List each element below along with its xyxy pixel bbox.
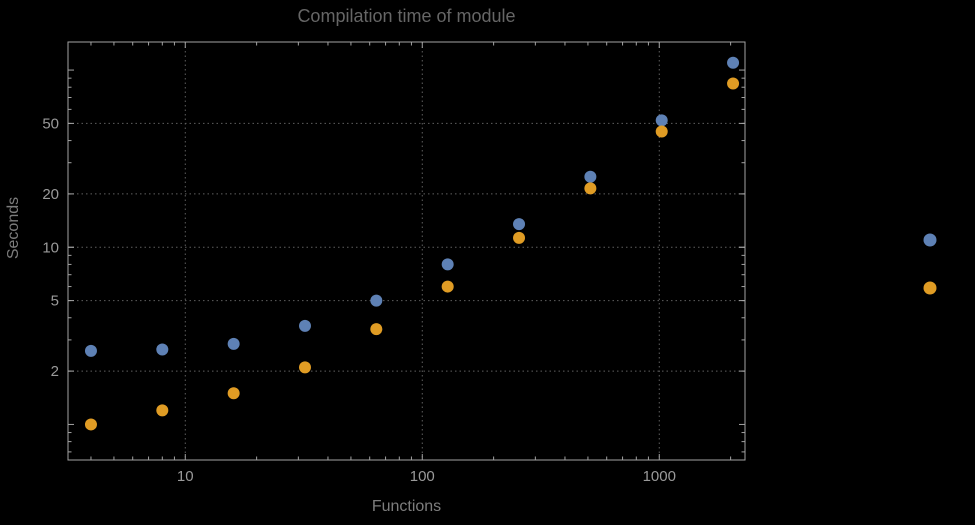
data-point-series-1-blue xyxy=(584,170,597,183)
x-tick-label: 10 xyxy=(177,468,194,485)
data-point-series-1-blue xyxy=(441,258,454,271)
x-axis-label: Functions xyxy=(371,498,442,515)
data-point-series-2-orange xyxy=(513,231,526,244)
plot-frame xyxy=(67,41,746,461)
data-point-series-2-orange xyxy=(655,125,668,138)
data-point-series-1-blue xyxy=(227,337,240,350)
data-point-series-1-blue xyxy=(513,218,526,231)
y-tick-label: 5 xyxy=(51,293,59,310)
data-point-series-2-orange xyxy=(441,280,454,293)
data-point-series-2-orange xyxy=(370,323,383,336)
data-point-series-2-orange xyxy=(298,361,311,374)
y-tick-label: 50 xyxy=(42,115,59,132)
legend-marker-series-1-blue xyxy=(923,233,937,247)
data-point-series-1-blue xyxy=(370,294,383,307)
data-point-series-2-orange xyxy=(84,418,97,431)
plot-title: Compilation time of module xyxy=(297,6,516,26)
y-tick-label: 10 xyxy=(42,239,59,256)
data-point-series-1-blue xyxy=(655,114,668,127)
data-point-series-1-blue xyxy=(727,56,740,69)
data-point-series-1-blue xyxy=(84,344,97,357)
x-tick-label: 1000 xyxy=(643,468,676,485)
data-point-series-1-blue xyxy=(156,343,169,356)
data-point-series-1-blue xyxy=(298,319,311,332)
x-tick-label: 100 xyxy=(410,468,435,485)
data-point-series-2-orange xyxy=(156,404,169,417)
data-point-series-2-orange xyxy=(584,182,597,195)
data-point-series-2-orange xyxy=(227,387,240,400)
legend-marker-series-2-orange xyxy=(923,281,937,295)
y-tick-label: 20 xyxy=(42,186,59,203)
data-point-series-2-orange xyxy=(727,77,740,90)
y-tick-label: 2 xyxy=(51,363,59,380)
